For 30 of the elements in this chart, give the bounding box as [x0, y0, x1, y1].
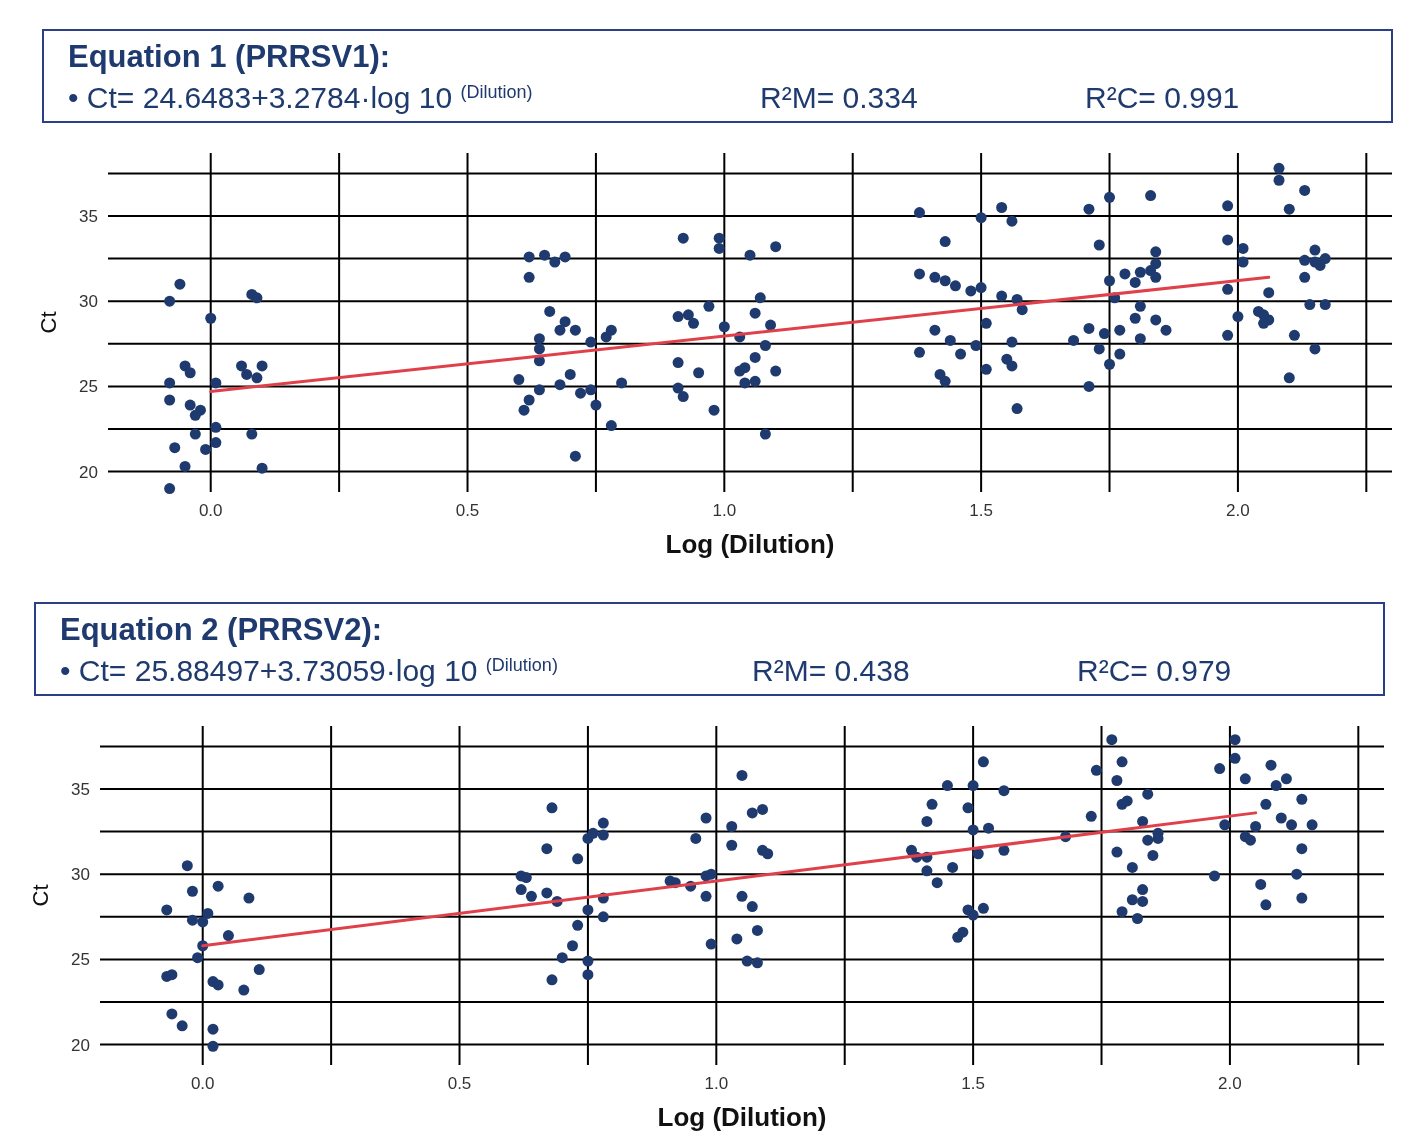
x-tick-label: 0.0: [190, 1074, 215, 1093]
x-tick-label: 0.5: [447, 1074, 472, 1093]
y-tick-label: 35: [71, 780, 90, 800]
text: R²C= 0.979: [1077, 654, 1232, 687]
x-tick-label: 1.5: [969, 501, 993, 520]
text: R²M= 0.438: [752, 654, 910, 687]
text: R²M= 0.334: [760, 81, 918, 114]
text: • Ct= 25.88497+3.73059·log 10 $^{(Dilution)}$: [60, 654, 558, 687]
y-axis-title: Ct: [36, 311, 61, 334]
chart-title: Equation 1 (PRRSV1):: [68, 39, 391, 74]
x-tick-label: 2.0: [1218, 1074, 1242, 1093]
text: R²C= 0.991: [1085, 81, 1240, 114]
y-tick-label: 25: [79, 377, 98, 397]
y-tick-label: 20: [71, 1035, 90, 1055]
x-tick-label: 1.0: [704, 1074, 729, 1093]
x-tick-label: 0.5: [455, 501, 480, 520]
y-tick-label: 30: [79, 292, 98, 312]
x-tick-label: 1.0: [712, 501, 737, 520]
x-axis-title: Log (Dilution): [665, 529, 835, 559]
text: • Ct= 24.6483+3.2784·log 10 $^{(Dilution)}$: [68, 81, 533, 114]
y-tick-label: 35: [79, 207, 98, 227]
x-tick-label: 2.0: [1226, 501, 1250, 520]
y-tick-label: 25: [71, 950, 90, 970]
y-axis-title: Ct: [28, 884, 53, 907]
x-tick-label: 1.5: [961, 1074, 985, 1093]
y-tick-label: 30: [71, 865, 90, 885]
y-tick-label: 20: [79, 462, 98, 482]
x-tick-label: 0.0: [198, 501, 223, 520]
x-axis-title: Log (Dilution): [657, 1102, 827, 1132]
chart-title: Equation 2 (PRRSV2):: [60, 612, 383, 647]
